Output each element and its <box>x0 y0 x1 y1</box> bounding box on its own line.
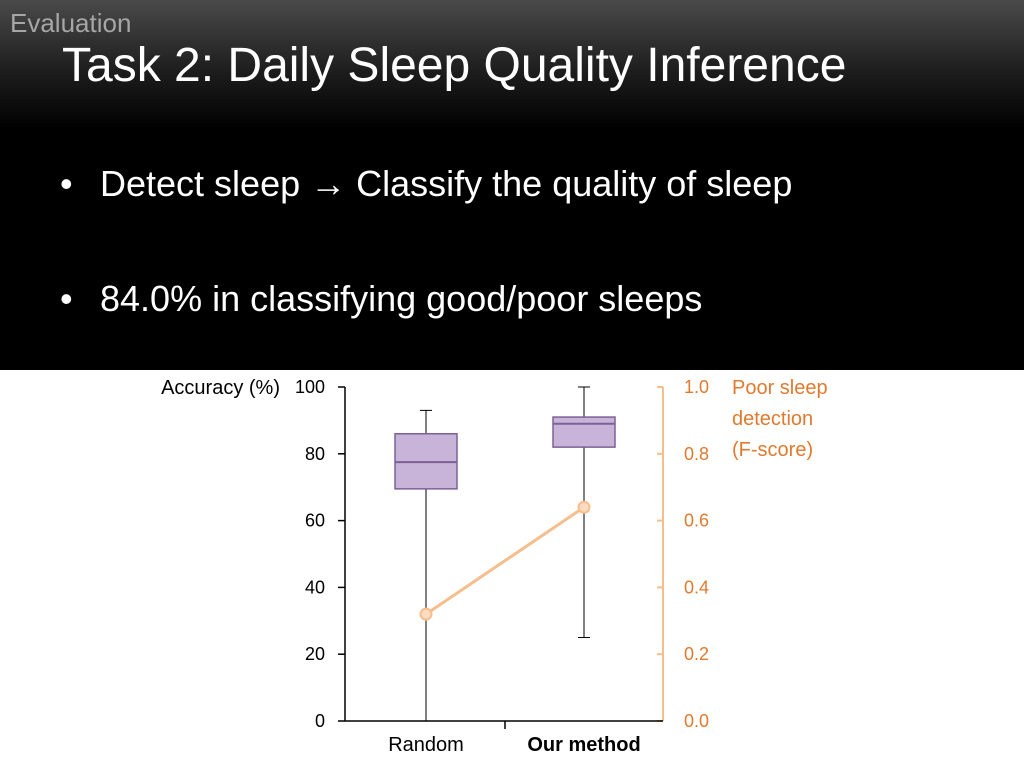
left-axis-tick-label: 100 <box>295 377 325 397</box>
bullet-text: 84.0% in classifying good/poor sleeps <box>100 278 703 319</box>
right-axis-tick-label: 0.2 <box>684 644 709 664</box>
bullet-text-start: Detect sleep <box>100 163 311 204</box>
left-axis-tick-label: 80 <box>305 444 325 464</box>
box-iqr <box>552 416 616 448</box>
left-axis-tick-label: 20 <box>305 644 325 664</box>
arrow-icon: → <box>310 163 347 204</box>
section-label: Evaluation <box>10 8 132 38</box>
left-axis-tick-label: 0 <box>315 711 325 731</box>
slide-header: Evaluation Task 2: Daily Sleep Quality I… <box>0 0 1024 370</box>
right-axis-title-line: detection <box>732 408 813 430</box>
right-axis-title-line: (F-score) <box>732 439 813 461</box>
fscore-point <box>577 500 591 514</box>
right-axis-tick-label: 0.0 <box>684 711 709 731</box>
slide-title: Task 2: Daily Sleep Quality Inference <box>62 39 847 92</box>
right-axis-tick-label: 1.0 <box>684 377 709 397</box>
accuracy-fscore-chart: 0 20 40 60 80 100 Accuracy (%) 0.0 0.2 0.4 0.6 0.8 1… <box>161 377 828 756</box>
right-axis-tick-label: 0.8 <box>684 444 709 464</box>
bullet-text-end: Classify the quality of sleep <box>346 163 793 204</box>
fscore-line <box>425 505 585 616</box>
right-axis-title-line: Poor sleep <box>732 377 828 399</box>
right-axis-tick-label: 0.4 <box>684 577 709 597</box>
left-axis-tick-label: 60 <box>305 511 325 531</box>
category-label: Our method <box>527 734 640 756</box>
bullet-marker: • <box>60 278 73 319</box>
left-axis-title: Accuracy (%) <box>161 377 280 399</box>
right-axis-tick-label: 0.6 <box>684 511 709 531</box>
bullet-marker: • <box>60 163 73 204</box>
category-label: Random <box>388 734 464 756</box>
fscore-point <box>419 607 433 621</box>
bullet-item: • 84.0% in classifying good/poor sleeps <box>60 278 702 320</box>
left-axis-tick-label: 40 <box>305 577 325 597</box>
bullet-item: • Detect sleep → Classify the quality of … <box>60 163 792 205</box>
